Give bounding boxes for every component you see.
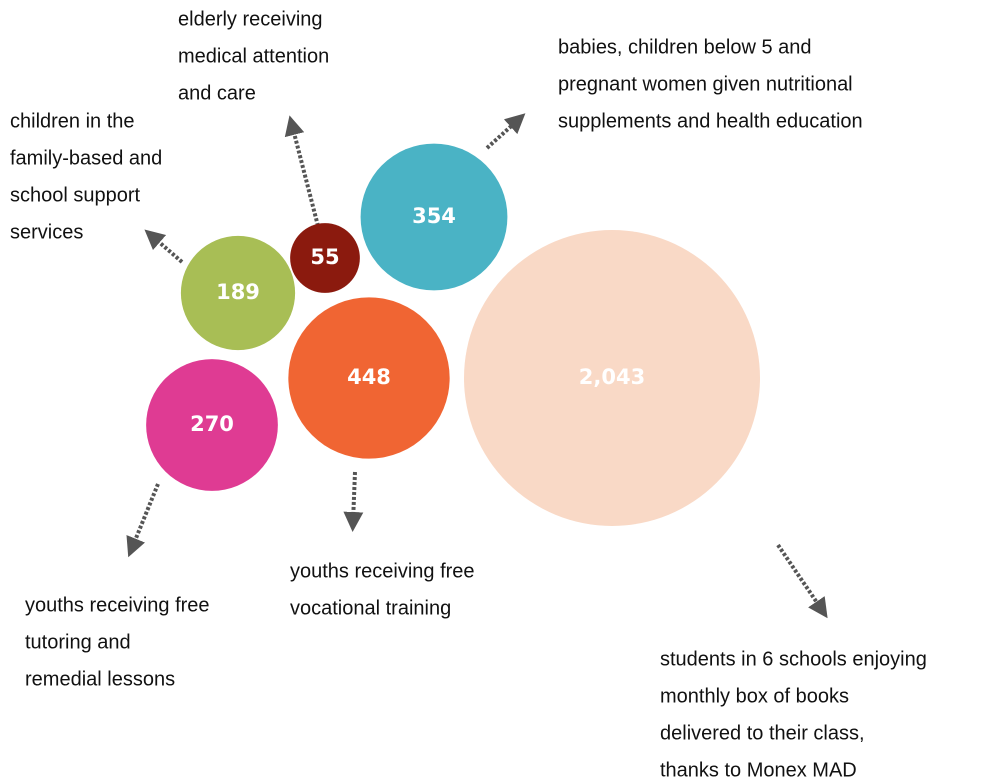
bubble-description: students in 6 schools enjoying <box>660 648 927 670</box>
bubble-value-label: 448 <box>347 365 391 389</box>
bubble <box>290 223 360 293</box>
bubble-value-label: 354 <box>412 204 456 228</box>
bubble-description: babies, children below 5 and <box>558 36 812 58</box>
bubble-value-label: 270 <box>190 412 234 436</box>
bubble-description: medical attention <box>178 45 329 67</box>
bubble <box>464 230 760 526</box>
bubble-description: and care <box>178 82 256 104</box>
bubble <box>288 297 450 459</box>
bubble-value-label: 189 <box>216 280 260 304</box>
bubble <box>360 143 508 291</box>
bubble-description: family-based and <box>10 147 162 169</box>
arrow <box>284 115 320 227</box>
arrow <box>776 543 828 619</box>
bubble-description: youths receiving free <box>290 560 475 582</box>
bubble-description: pregnant women given nutritional <box>558 73 853 95</box>
bubble-description: monthly box of books <box>660 685 849 707</box>
arrow <box>144 229 184 264</box>
bubble-value-label: 55 <box>310 245 339 269</box>
arrow <box>343 471 364 532</box>
arrow <box>126 483 160 558</box>
bubble-description: vocational training <box>290 597 451 619</box>
bubble-description: school support <box>10 184 141 206</box>
bubble <box>180 235 296 351</box>
bubble-description: children in the <box>10 110 135 132</box>
bubble-description: elderly receiving <box>178 8 323 30</box>
bubble-description: youths receiving free <box>25 594 210 616</box>
bubble-description: delivered to their class, <box>660 722 865 744</box>
bubble <box>146 359 278 491</box>
bubble-description: tutoring and <box>25 631 131 653</box>
bubble-value-label: 2,043 <box>579 365 645 389</box>
bubble-description: supplements and health education <box>558 110 863 132</box>
bubble-description: thanks to Monex MAD <box>660 759 857 781</box>
bubble-description: remedial lessons <box>25 668 175 690</box>
arrow <box>485 113 526 150</box>
bubble-description: services <box>10 221 83 243</box>
